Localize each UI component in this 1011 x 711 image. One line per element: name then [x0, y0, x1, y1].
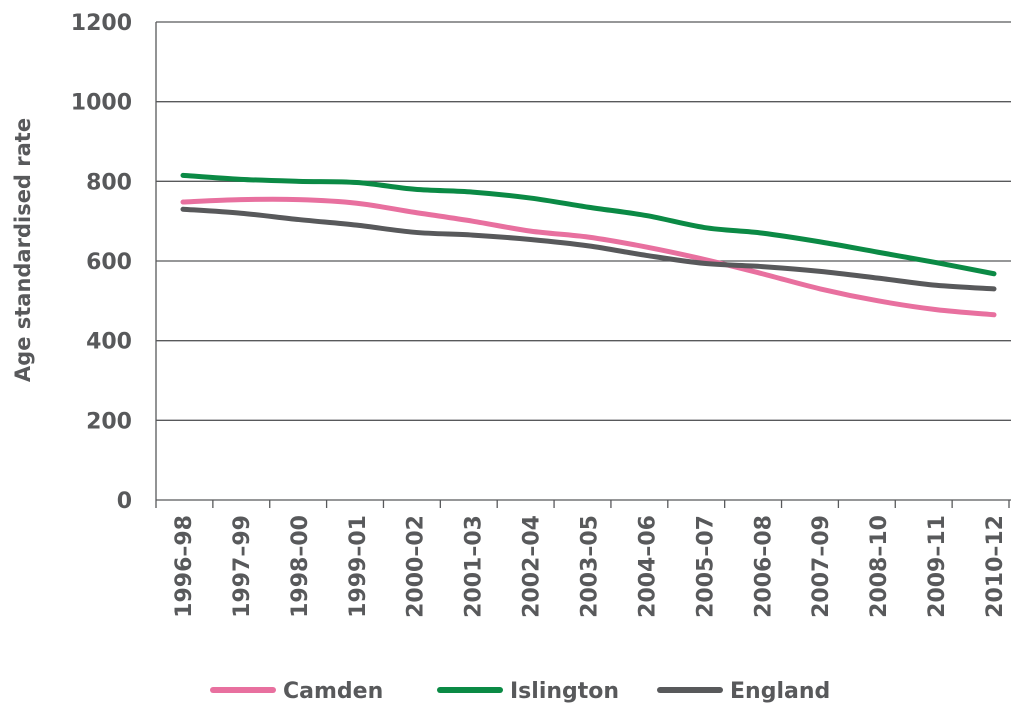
legend-label-islington: Islington [510, 679, 619, 704]
x-tick-label: 2004–06 [635, 515, 660, 618]
y-tick-label: 1200 [71, 11, 132, 36]
series-line-camden [180, 196, 997, 318]
x-tick-label: 1997–99 [230, 515, 255, 618]
x-tick-label: 2010–12 [983, 515, 1008, 618]
x-tick-label: 2009–11 [925, 515, 950, 618]
x-tick-label: 2000–02 [404, 515, 429, 618]
legend-label-camden: Camden [283, 679, 383, 704]
y-tick-label: 1000 [71, 91, 132, 116]
series-lines [180, 172, 997, 318]
series-line-islington [180, 172, 997, 277]
x-tick-label: 2008–10 [867, 515, 892, 618]
x-tick-label: 1999–01 [346, 515, 371, 618]
legend-label-england: England [730, 679, 830, 704]
x-tick-label: 2007–09 [809, 515, 834, 618]
y-axis-title: Age standardised rate [11, 118, 35, 382]
y-tick-label: 0 [117, 489, 132, 514]
x-tick-label: 2005–07 [693, 515, 718, 618]
legend: Camden Islington England [210, 679, 830, 704]
x-tick-label: 1996–98 [172, 515, 197, 618]
x-tick-label: 2006–08 [751, 515, 776, 618]
x-tick-label: 2002–04 [520, 515, 545, 618]
x-axis-ticks: 1996–98 1997–99 1998–00 1999–01 2000–02 2001–… [172, 515, 1008, 618]
y-tick-label: 800 [86, 170, 132, 195]
y-tick-label: 600 [86, 250, 132, 275]
series-line-england [180, 206, 997, 292]
x-tick-label: 2001–03 [462, 515, 487, 618]
y-tick-label: 400 [86, 330, 132, 355]
x-tick-label: 2003–05 [578, 515, 603, 618]
y-tick-label: 200 [86, 409, 132, 434]
gridlines [155, 21, 1011, 508]
y-axis-ticks: 0 200 400 600 800 1000 1200 [71, 11, 132, 514]
x-tick-label: 1998–00 [288, 515, 313, 618]
